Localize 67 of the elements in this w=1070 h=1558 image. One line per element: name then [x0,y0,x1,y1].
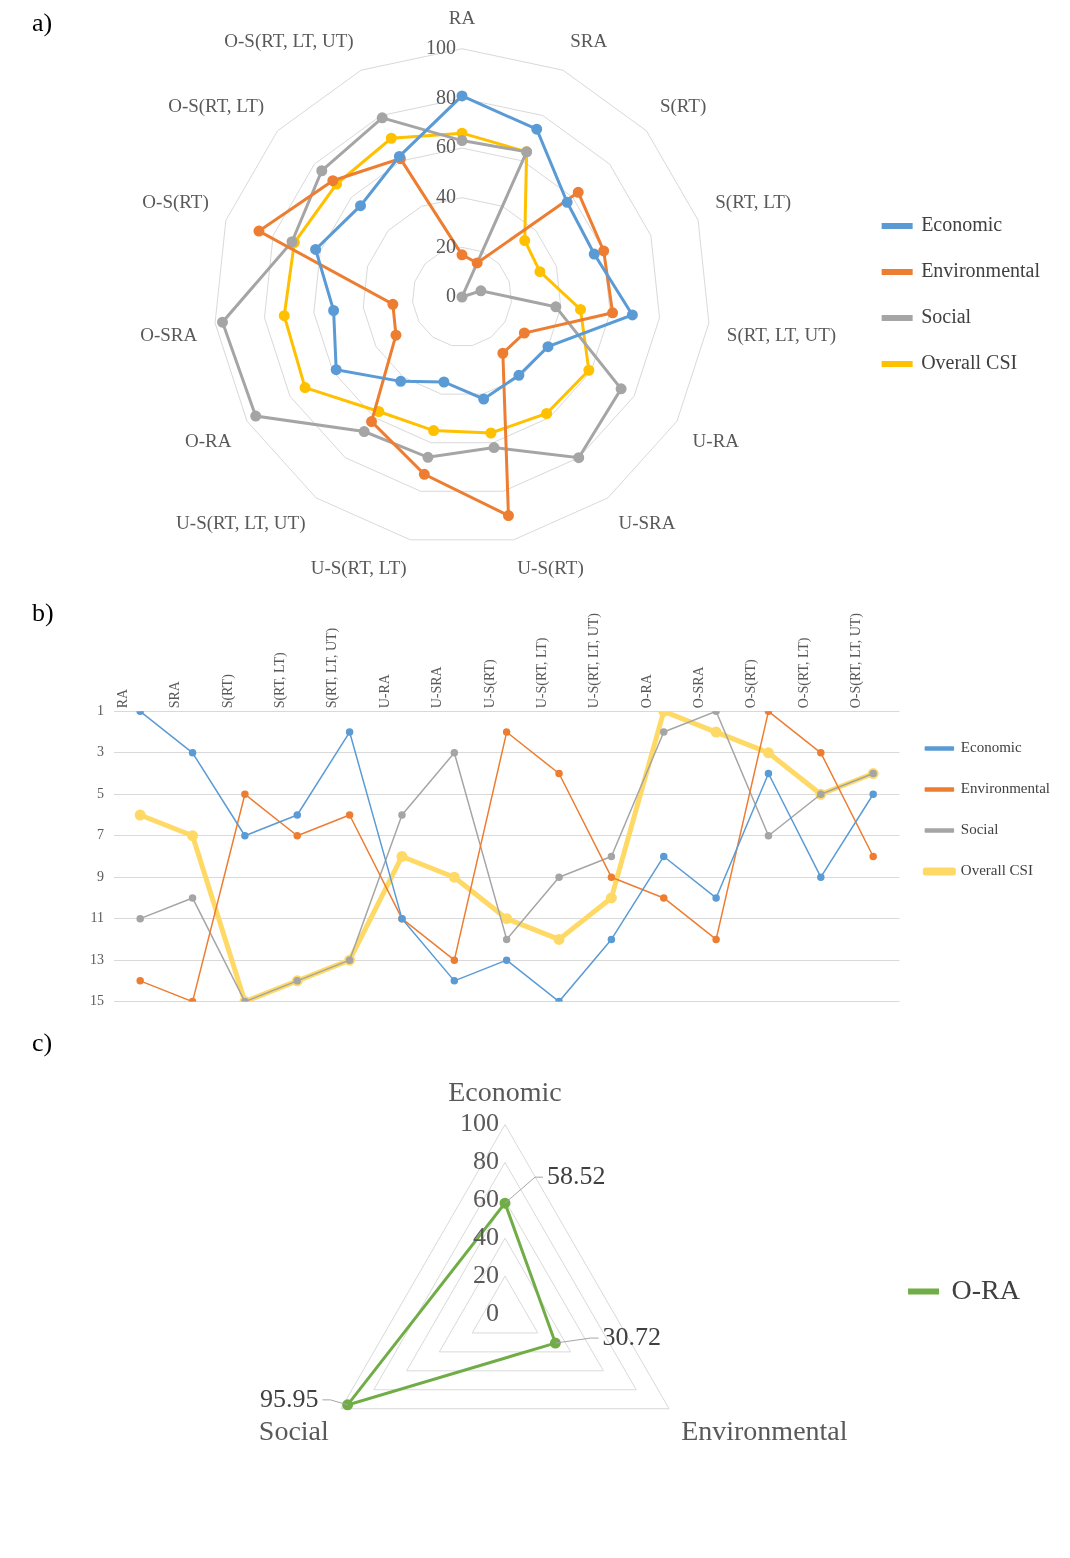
spoke-label: Economic [448,1076,562,1108]
x-tick-label: U-RA [376,673,392,709]
spoke-label: Social [258,1414,330,1446]
legend-label: Social [960,821,999,838]
x-tick-label: O-S(RT) [743,659,760,709]
text: c) [32,1028,53,1058]
y-tick-label: 80 [473,1146,499,1176]
x-tick-label: S(RT, LT, UT) [324,627,341,709]
y-tick-label: 20 [473,1259,499,1289]
x-tick-label: O-SRA [690,665,706,709]
y-tick-label: 7 [97,827,104,843]
y-tick-label: 9 [97,868,104,884]
x-tick-label: S(RT) [219,673,236,709]
x-tick-label: S(RT, LT) [272,652,289,709]
spoke-label: U-S(RT, LT) [310,556,407,579]
spoke-label: S(RT, LT) [715,191,792,214]
spoke-label: O-S(RT) [142,191,209,214]
x-tick-label: O-S(RT, LT, UT) [848,612,865,709]
x-tick-label: U-S(RT) [481,659,498,709]
spoke-label: O-SRA [140,324,198,346]
x-tick-label: U-S(RT, LT, UT) [586,612,603,709]
spoke-label: O-S(RT, LT) [168,95,265,118]
legend-label: Economic [960,739,1023,756]
data-label: 95.95 [259,1383,319,1413]
spoke-label: O-RA [184,429,232,451]
y-tick-label: 5 [97,785,104,801]
spoke-label: Environmental [681,1414,848,1446]
legend-label: O-RA [951,1273,1021,1305]
y-tick-label: 1 [97,703,104,719]
legend-label: Social [921,305,972,328]
y-tick-label: 15 [90,993,104,1009]
chart-title: b) [32,598,54,628]
spoke-label: U-S(RT, LT, UT) [176,511,306,534]
data-label: 58.52 [547,1160,606,1190]
y-tick-label: 60 [473,1184,499,1214]
spoke-label: S(RT) [659,95,707,118]
spoke-label: U-S(RT) [517,556,584,579]
spoke-label: U-SRA [618,511,676,533]
x-tick-label: SRA [167,680,183,709]
y-tick-label: 40 [436,184,456,207]
y-tick-label: 11 [90,910,104,926]
x-tick-label: U-S(RT, LT) [533,637,550,709]
chart-title: a) [32,8,53,38]
spoke-label: SRA [570,30,608,52]
data-label: 30.72 [602,1321,662,1351]
legend-label: Overall CSI [960,862,1033,879]
x-tick-label: O-S(RT, LT) [795,637,812,709]
legend-label: Environmental [960,780,1051,797]
legend-label: Environmental [921,259,1041,282]
spoke-label: RA [448,7,476,29]
spoke-label: O-S(RT, LT, UT) [224,30,354,53]
spoke-label: U-RA [692,429,740,451]
y-tick-label: 100 [460,1108,499,1138]
legend-label: Economic [921,213,1003,236]
y-tick-label: 3 [97,744,104,760]
y-tick-label: 0 [446,284,456,307]
y-tick-label: 13 [90,951,104,967]
spoke-label: S(RT, LT, UT) [726,324,837,347]
x-tick-label: O-RA [638,673,654,709]
x-tick-label: RA [115,688,131,709]
y-tick-label: 60 [436,135,456,158]
x-tick-label: U-SRA [429,665,445,709]
y-tick-label: 80 [436,85,456,108]
y-tick-label: 0 [486,1297,499,1327]
y-tick-label: 20 [436,234,456,257]
y-tick-label: 100 [426,35,456,58]
legend-label: Overall CSI [921,351,1018,374]
